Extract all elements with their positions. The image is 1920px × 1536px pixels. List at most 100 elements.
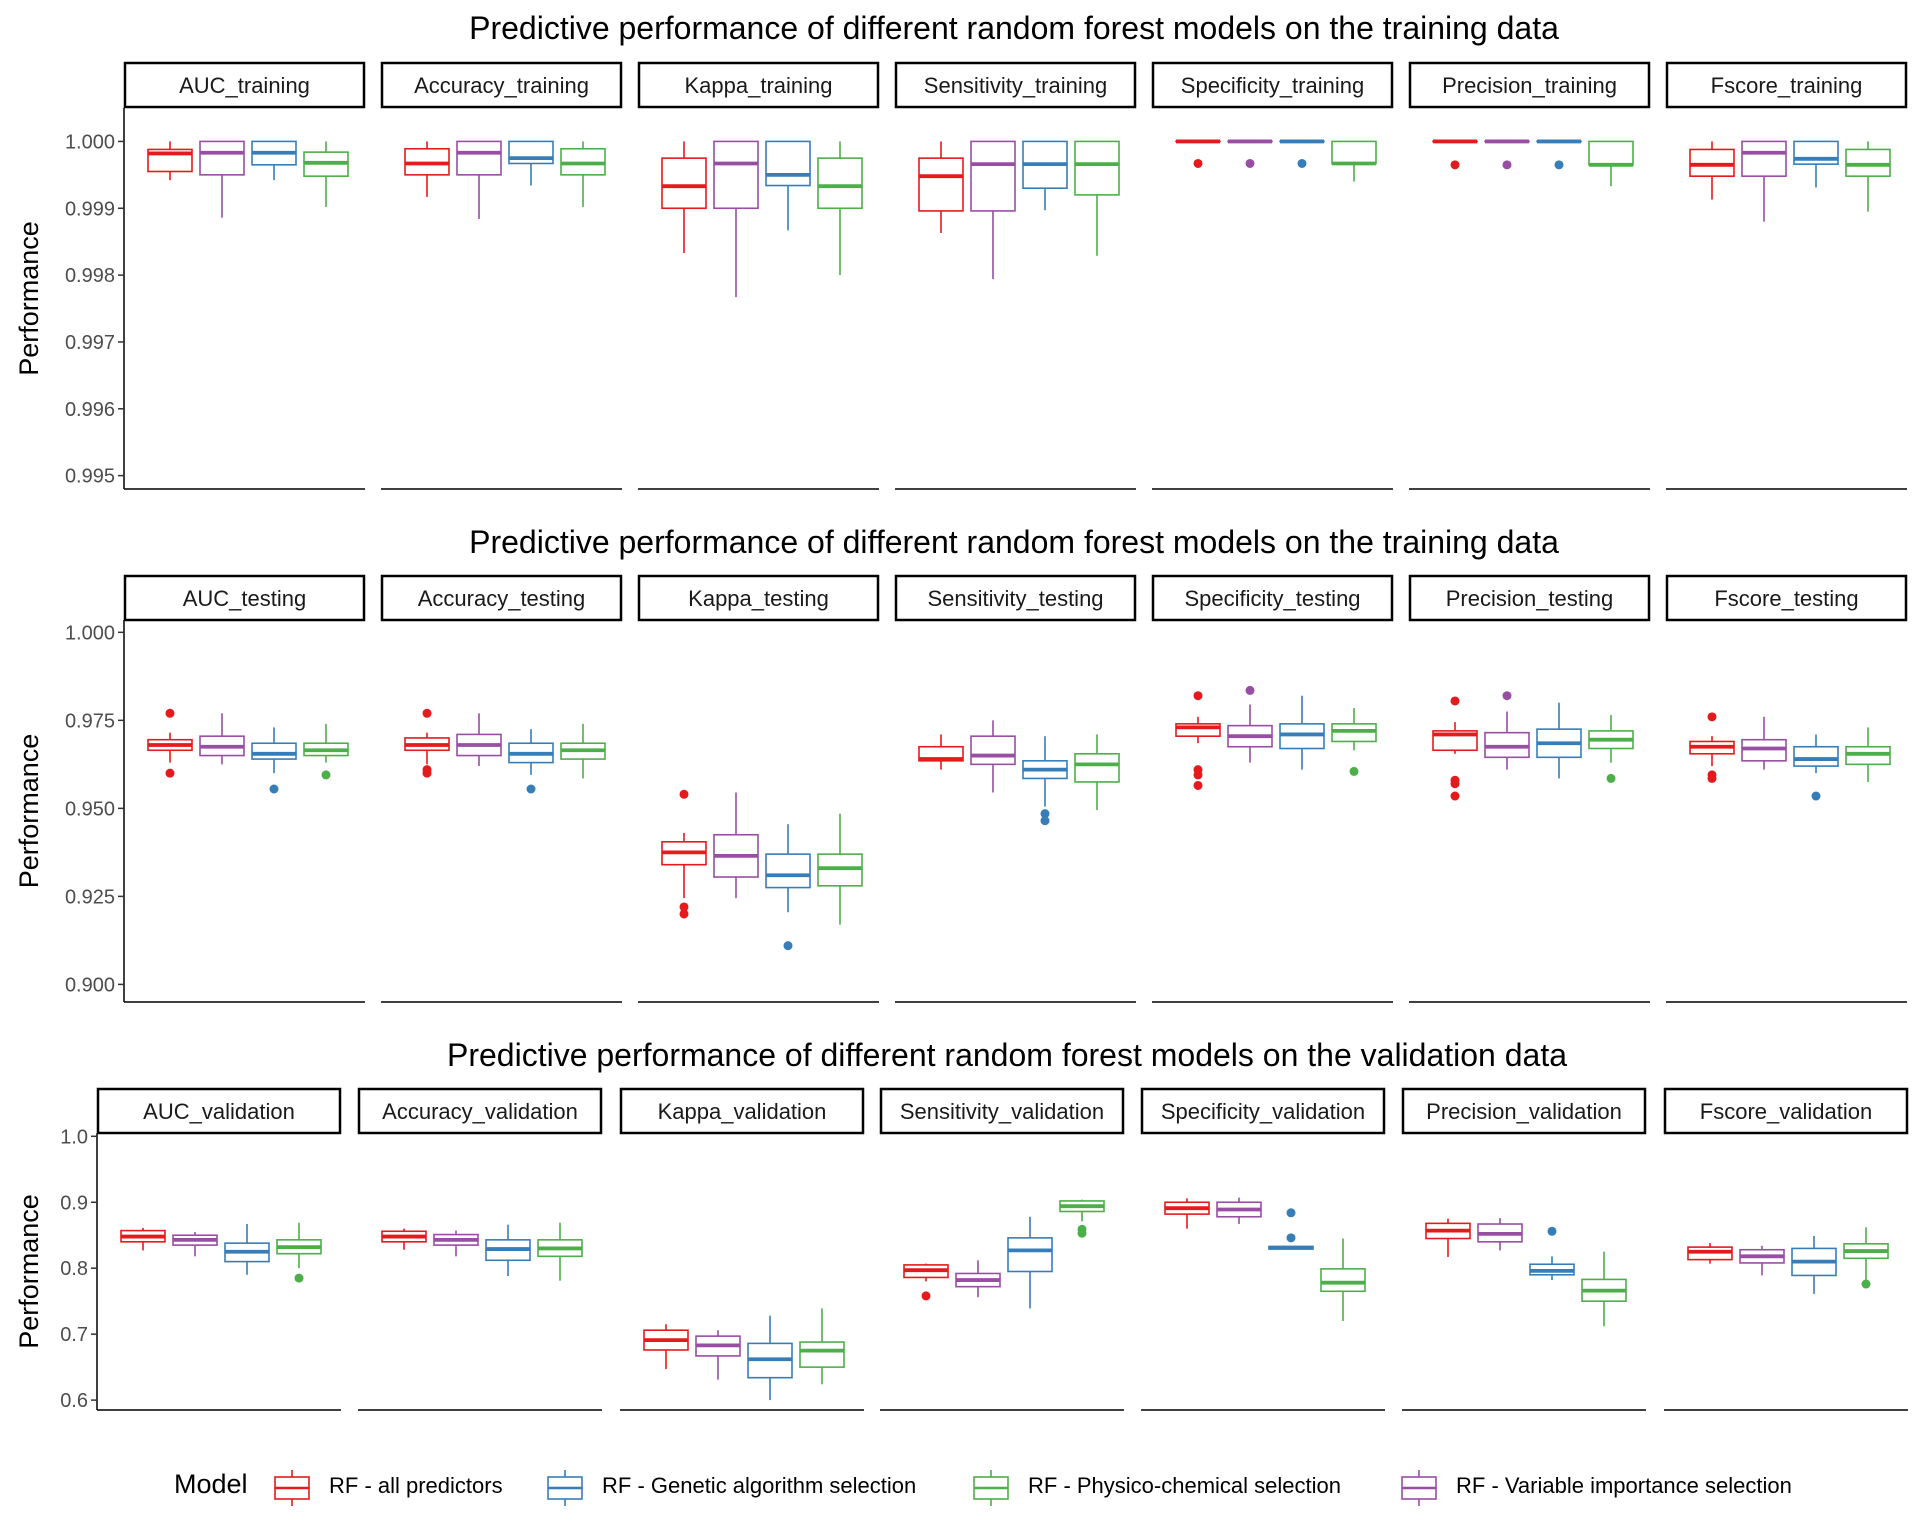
box-iqr: [1320, 1268, 1366, 1293]
y-tick-label: 0.996: [65, 399, 115, 421]
outlier-point: [1450, 791, 1460, 801]
box-iqr: [1074, 752, 1120, 783]
strip-box: [357, 1087, 603, 1135]
box-rf-all-predictors: [147, 708, 193, 778]
box-rf-variable-importance-selection: [970, 720, 1016, 793]
legend-key-all-predictors: [274, 1470, 310, 1506]
box-rf-genetic-algorithm-selection: [1536, 139, 1582, 170]
panel-fscore-testing: Fscore_testing: [1665, 574, 1908, 1003]
outlier-point: [1450, 696, 1460, 706]
box-iqr: [1007, 1237, 1053, 1273]
y-axis-label: Performance: [14, 1194, 44, 1349]
outlier-point: [1502, 691, 1512, 701]
panel-auc-testing: AUC_testing: [123, 574, 366, 1003]
panel-kappa-validation: Kappa_validation: [619, 1087, 865, 1411]
box-iqr: [456, 140, 502, 176]
box-iqr: [1793, 140, 1839, 165]
box-rf-physico-chemical-selection: [537, 1222, 583, 1281]
legend-label-genetic-algorithm: RF - Genetic algorithm selection: [602, 1473, 916, 1498]
strip-label: Fscore_testing: [1714, 586, 1858, 611]
box-rf-genetic-algorithm-selection: [1793, 734, 1839, 801]
y-tick-label: 0.999: [65, 198, 115, 220]
panel-fscore-validation: Fscore_validation: [1663, 1087, 1909, 1411]
box-rf-all-predictors: [1175, 691, 1221, 790]
box-rf-variable-importance-selection: [1477, 1218, 1523, 1251]
chart-title: Predictive performance of different rand…: [447, 1037, 1567, 1073]
box-rf-physico-chemical-selection: [1588, 715, 1634, 783]
y-tick-label: 1.000: [65, 131, 115, 153]
panel-accuracy-training: Accuracy_training: [380, 61, 623, 490]
box-rf-all-predictors: [918, 141, 964, 233]
strip-label: Precision_validation: [1426, 1099, 1622, 1124]
box-rf-physico-chemical-selection: [1581, 1251, 1627, 1327]
box-rf-all-predictors: [1689, 712, 1735, 783]
box-rf-genetic-algorithm-selection: [1791, 1235, 1837, 1294]
y-tick-label: 0.6: [60, 1390, 88, 1412]
box-rf-genetic-algorithm-selection: [485, 1224, 531, 1277]
strip-box: [1665, 61, 1908, 109]
box-rf-variable-importance-selection: [1741, 140, 1787, 222]
strip-box: [1401, 1087, 1647, 1135]
box-iqr: [1741, 140, 1787, 177]
outlier-point: [1502, 160, 1512, 170]
box-iqr: [970, 140, 1016, 212]
y-tick-label: 0.998: [65, 265, 115, 287]
box-rf-genetic-algorithm-selection: [508, 729, 554, 794]
box-rf-genetic-algorithm-selection: [1007, 1216, 1053, 1309]
strip-label: Precision_testing: [1446, 586, 1614, 611]
outlier-point: [1450, 160, 1460, 170]
box-rf-variable-importance-selection: [1741, 716, 1787, 770]
box-iqr: [1331, 140, 1377, 165]
box-rf-variable-importance-selection: [713, 792, 759, 899]
box-iqr: [1689, 148, 1735, 177]
box-rf-genetic-algorithm-selection: [747, 1315, 793, 1401]
box-rf-all-predictors: [661, 141, 707, 254]
panel-sensitivity-testing: Sensitivity_testing: [894, 574, 1137, 1003]
y-tick-label: 0.997: [65, 332, 115, 354]
strip-label: Specificity_training: [1181, 73, 1364, 98]
strip-label: AUC_testing: [183, 586, 307, 611]
outlier-point: [1040, 816, 1050, 826]
legend-item-physico-chemical: RF - Physico-chemical selection: [973, 1470, 1341, 1506]
box-rf-variable-importance-selection: [433, 1230, 479, 1257]
panel-kappa-testing: Kappa_testing: [637, 574, 880, 1003]
box-rf-variable-importance-selection: [1484, 691, 1530, 770]
outlier-point: [1193, 691, 1203, 701]
strip-label: Sensitivity_validation: [900, 1099, 1104, 1124]
box-rf-physico-chemical-selection: [560, 723, 606, 779]
strip-label: Kappa_testing: [688, 586, 829, 611]
box-rf-genetic-algorithm-selection: [1268, 1208, 1314, 1250]
box-rf-physico-chemical-selection: [560, 141, 606, 207]
strip-box: [619, 1087, 865, 1135]
box-rf-all-predictors: [661, 789, 707, 919]
box-rf-genetic-algorithm-selection: [1279, 695, 1325, 770]
box-rf-variable-importance-selection: [1216, 1197, 1262, 1225]
outlier-point: [526, 784, 536, 794]
y-tick-label: 0.900: [65, 974, 115, 996]
outlier-point: [269, 784, 279, 794]
box-rf-variable-importance-selection: [199, 140, 245, 218]
y-tick-label: 0.8: [60, 1258, 88, 1280]
outlier-point: [1077, 1228, 1087, 1238]
outlier-point: [321, 770, 331, 780]
strip-box: [380, 574, 623, 622]
strip-box: [637, 61, 880, 109]
outlier-point: [1861, 1279, 1871, 1289]
box-rf-all-predictors: [404, 141, 450, 197]
panel-kappa-training: Kappa_training: [637, 61, 880, 490]
outlier-point: [1193, 158, 1203, 168]
box-rf-genetic-algorithm-selection: [1279, 139, 1325, 168]
box-rf-variable-importance-selection: [1227, 685, 1273, 763]
legend-item-genetic-algorithm: RF - Genetic algorithm selection: [547, 1470, 916, 1506]
outlier-point: [1450, 779, 1460, 789]
outlier-point: [1707, 712, 1717, 722]
panel-sensitivity-training: Sensitivity_training: [894, 61, 1137, 490]
box-iqr: [817, 157, 863, 210]
box-rf-genetic-algorithm-selection: [1793, 140, 1839, 188]
outlier-point: [165, 708, 175, 718]
outlier-point: [679, 909, 689, 919]
outlier-point: [1297, 158, 1307, 168]
y-tick-label: 0.950: [65, 798, 115, 820]
y-tick-label: 0.925: [65, 886, 115, 908]
legend-key-variable-importance: [1401, 1470, 1437, 1506]
